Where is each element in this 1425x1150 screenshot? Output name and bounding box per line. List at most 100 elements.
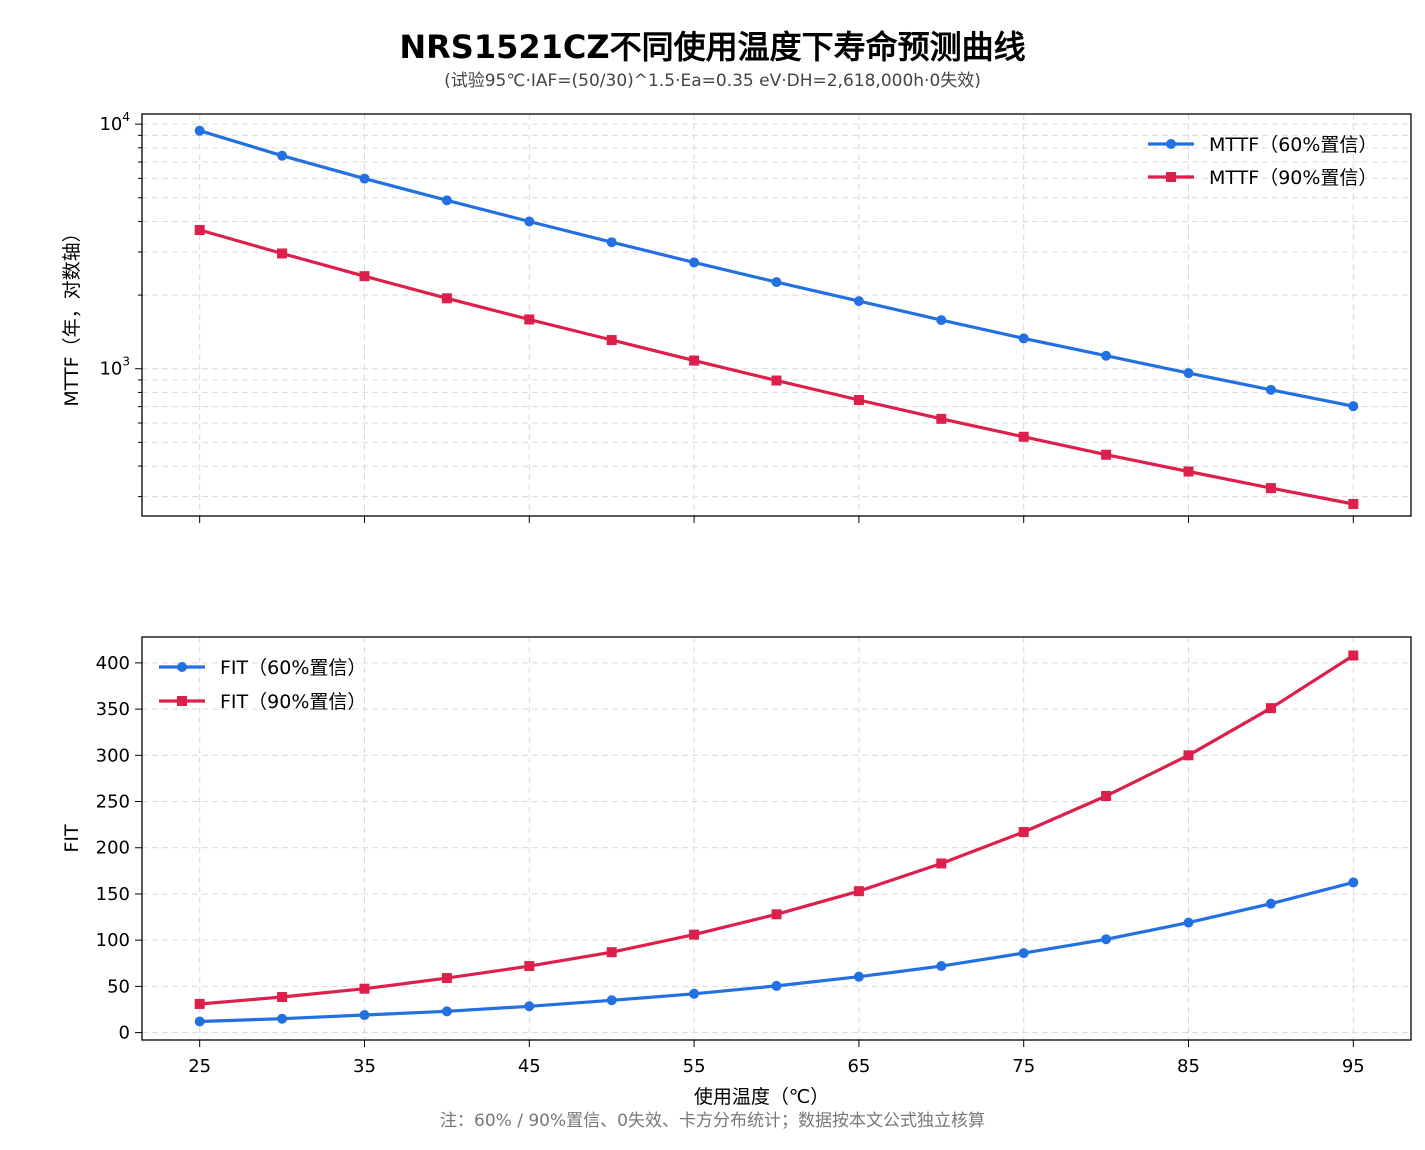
legend-marker <box>1166 172 1176 182</box>
data-point <box>689 355 700 366</box>
data-point <box>771 980 782 991</box>
data-point <box>606 335 617 346</box>
legend-label: MTTF（90%置信） <box>1209 167 1377 189</box>
y-tick-label: 104 <box>99 110 130 135</box>
data-point <box>606 237 617 248</box>
y-axis-label: FIT <box>61 824 83 853</box>
data-point <box>277 992 288 1003</box>
legend-marker <box>1166 139 1176 149</box>
data-point <box>1265 384 1276 395</box>
data-point <box>359 1010 370 1021</box>
y-tick-label: 300 <box>96 745 130 766</box>
data-point <box>441 973 452 984</box>
data-point <box>606 947 617 958</box>
data-point <box>1101 790 1112 801</box>
y-tick-label: 103 <box>99 355 130 380</box>
chart-legend: FIT（60%置信） FIT（90%置信） <box>159 657 366 713</box>
data-point <box>1265 703 1276 714</box>
legend-label: FIT（90%置信） <box>220 691 366 713</box>
chart-panel-1: 103 104 MTTF（年，对数轴） MTTF（60%置信） MTTF（90%置信） <box>61 110 1412 523</box>
data-point <box>277 1013 288 1024</box>
x-tick-label: 65 <box>847 1056 870 1077</box>
data-point <box>606 995 617 1006</box>
y-tick-label: 100 <box>96 930 130 951</box>
x-tick-label: 95 <box>1342 1056 1365 1077</box>
series-line-2 <box>199 228 1354 506</box>
data-point <box>194 998 205 1009</box>
y-tick-label: 200 <box>96 838 130 859</box>
y-tick-label: 0 <box>119 1023 130 1044</box>
y-tick-label: 400 <box>96 653 130 674</box>
data-point <box>1183 917 1194 928</box>
data-point <box>1018 948 1029 959</box>
series-line-1 <box>199 129 1354 408</box>
x-tick-label: 75 <box>1012 1056 1035 1077</box>
y-axis-label: MTTF（年，对数轴） <box>61 223 83 406</box>
data-point <box>936 413 947 424</box>
data-point <box>524 314 535 325</box>
data-point <box>1101 449 1112 460</box>
data-point <box>771 909 782 920</box>
x-tick-label: 85 <box>1177 1056 1200 1077</box>
chart-subtitle: (试验95℃·IAF=(50/30)^1.5·Ea=0.35 eV·DH=2,6… <box>444 71 981 91</box>
legend-marker <box>177 696 187 706</box>
data-point <box>689 988 700 999</box>
data-point <box>441 1006 452 1017</box>
data-point <box>524 1001 535 1012</box>
plot-frame <box>141 636 1412 1041</box>
data-point <box>359 173 370 184</box>
legend-marker <box>177 662 187 672</box>
data-point <box>1101 350 1112 361</box>
plot-frame <box>141 113 1412 517</box>
x-tick-label: 45 <box>518 1056 541 1077</box>
data-point <box>1265 483 1276 494</box>
data-point <box>359 271 370 282</box>
x-tick-label: 25 <box>188 1056 211 1077</box>
y-tick-label: 150 <box>96 884 130 905</box>
x-axis-label: 使用温度（℃） <box>694 1086 829 1108</box>
data-point <box>1101 934 1112 945</box>
data-point <box>277 248 288 259</box>
data-point <box>277 150 288 161</box>
data-point <box>936 858 947 869</box>
data-point <box>524 216 535 227</box>
data-point <box>1183 750 1194 761</box>
data-point <box>441 293 452 304</box>
data-point <box>441 195 452 206</box>
data-point <box>524 961 535 972</box>
data-point <box>1348 498 1359 509</box>
data-point <box>194 225 205 236</box>
legend-label: FIT（60%置信） <box>220 657 366 679</box>
data-point <box>1348 877 1359 888</box>
data-point <box>771 375 782 386</box>
data-point <box>936 315 947 326</box>
data-point <box>853 395 864 406</box>
data-point <box>1348 401 1359 412</box>
x-tick-label: 55 <box>683 1056 706 1077</box>
data-point <box>936 961 947 972</box>
data-point <box>194 1016 205 1027</box>
data-point <box>1183 368 1194 379</box>
data-point <box>194 125 205 136</box>
data-point <box>359 983 370 994</box>
chart-panel-2: 0 50 100 150 200 250 300 350 400 25 35 45 55 65 75 85 95… <box>61 636 1412 1108</box>
data-point <box>853 886 864 897</box>
data-point <box>1265 898 1276 909</box>
footnote: 注：60% / 90%置信、0失效、卡方分布统计；数据按本文公式独立核算 <box>440 1111 985 1131</box>
data-point <box>1018 431 1029 442</box>
chart-legend: MTTF（60%置信） MTTF（90%置信） <box>1148 134 1377 189</box>
data-point <box>1183 466 1194 477</box>
data-point <box>1018 827 1029 838</box>
data-point <box>853 296 864 307</box>
data-point <box>689 257 700 268</box>
y-tick-label: 350 <box>96 699 130 720</box>
y-tick-label: 250 <box>96 792 130 813</box>
series-line-1 <box>199 880 1354 1024</box>
legend-label: MTTF（60%置信） <box>1209 134 1377 156</box>
data-point <box>1018 333 1029 344</box>
data-point <box>853 971 864 982</box>
x-tick-label: 35 <box>353 1056 376 1077</box>
series-line-2 <box>199 654 1355 1006</box>
data-point <box>689 929 700 940</box>
